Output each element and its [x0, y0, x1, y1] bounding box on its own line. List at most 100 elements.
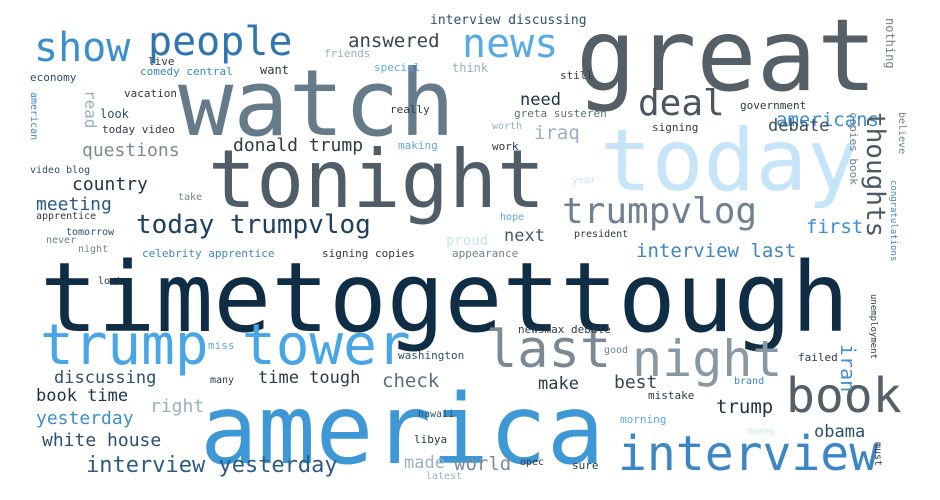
word-government: government [740, 99, 807, 112]
word-great: great [576, 0, 878, 114]
word-mistake: mistake [648, 389, 695, 402]
word-economy: economy [30, 71, 77, 84]
word-news: news [462, 21, 559, 67]
word-iraq: iraq [534, 122, 580, 144]
word-copies-book: copies book [847, 112, 860, 185]
word-interview-discussing: interview discussing [430, 13, 587, 28]
word-celebrity-apprentice: celebrity apprentice [142, 247, 275, 260]
word-nothing: nothing [883, 18, 897, 69]
word-watch: watch [178, 50, 455, 157]
word-time-tough: time tough [258, 368, 361, 388]
word-today-video: today video [102, 123, 175, 136]
word-work: work [492, 140, 519, 153]
word-proud: proud [446, 233, 489, 249]
word-night-small: night [78, 244, 109, 255]
word-last: last [486, 320, 612, 380]
word-many: many [210, 375, 235, 386]
word-miss: miss [208, 339, 235, 352]
word-debate: debate [768, 116, 830, 136]
word-night: night [632, 330, 783, 388]
word-today-trumpvlog: today trumpvlog [136, 210, 371, 240]
word-americans: americans [776, 109, 879, 131]
word-money: money [748, 427, 776, 437]
word-thoughts: thoughts [860, 112, 890, 238]
word-answered: answered [348, 30, 440, 52]
word-meeting: meeting [36, 194, 112, 215]
word-yesterday: yesterday [36, 408, 134, 429]
word-obama: obama [814, 422, 866, 442]
word-still: still [560, 69, 594, 82]
word-questions: questions [82, 140, 180, 161]
word-tomorrow: tomorrow [66, 227, 115, 238]
word-special: special [374, 61, 421, 74]
word-opec: opec [520, 457, 545, 468]
word-next: next [504, 226, 545, 246]
word-want: want [260, 63, 289, 77]
word-right: right [150, 396, 205, 417]
word-failed: failed [798, 351, 838, 364]
word-world: world [454, 453, 512, 475]
word-country: country [72, 174, 148, 195]
word-president: president [574, 229, 629, 240]
word-signing-copies: signing copies [322, 247, 415, 260]
word-today: today [600, 111, 859, 211]
word-apprentice: apprentice [36, 211, 97, 222]
word-read: read [81, 90, 100, 129]
word-really: really [390, 103, 430, 116]
word-american: american [28, 92, 39, 141]
word-hawaii: hawaii [418, 409, 455, 420]
word-look: look [100, 107, 129, 121]
word-congratulations: congratulations [888, 180, 898, 262]
word-never: never [46, 235, 77, 246]
word-interview: interview [618, 426, 879, 482]
word-best: best [614, 372, 658, 393]
word-good: good [604, 345, 629, 356]
word-friends: friends [324, 47, 371, 60]
word-video-blog: video blog [30, 165, 91, 176]
word-make: make [538, 374, 579, 394]
word-newsmax-debate: newsmax debate [518, 323, 611, 336]
word-worth: worth [492, 121, 523, 132]
word-think: think [452, 61, 489, 75]
word-latest: latest [426, 471, 463, 482]
word-libya: libya [414, 433, 448, 446]
word-trumpvlog: trumpvlog [562, 191, 758, 232]
word-interview-yesterday: interview yesterday [86, 453, 338, 478]
word-iran: iran [836, 344, 860, 393]
word-white-house: white house [42, 430, 162, 451]
word-brand: brand [734, 376, 765, 387]
word-donald-trump: donald trump [233, 135, 364, 156]
word-show: show [34, 25, 131, 71]
word-tower: tower [242, 313, 411, 378]
word-morning: morning [620, 413, 667, 426]
word-making: making [398, 139, 438, 152]
word-sure: sure [572, 459, 599, 472]
word-people: people [148, 19, 293, 65]
word-greta-susteren: greta susteren [514, 107, 607, 120]
word-america: america [200, 374, 605, 486]
word-must: must [872, 442, 883, 467]
word-book-time: book time [36, 386, 129, 406]
word-discussing: discussing [54, 368, 157, 388]
word-year: year [572, 175, 597, 186]
word-vacation: vacation [124, 87, 177, 100]
word-signing: signing [652, 121, 699, 134]
word-trump-large: trump [40, 313, 209, 378]
word-first: first [806, 216, 864, 238]
word-lost: lost [98, 276, 123, 287]
word-hope: hope [500, 212, 525, 223]
word-appearance: appearance [452, 247, 519, 260]
word-believe: believe [896, 112, 907, 155]
word-timetogettough: timetogettough [40, 242, 850, 354]
word-book: book [786, 368, 902, 424]
word-washington: washington [398, 349, 465, 362]
word-unemployment: unemployment [868, 294, 878, 360]
word-take: take [178, 192, 203, 203]
word-live: live [148, 55, 175, 68]
word-trump-small: trump [716, 396, 774, 418]
word-made: made [404, 453, 445, 473]
word-interview-last: interview last [636, 240, 797, 262]
word-comedy-central: comedy central [140, 65, 233, 78]
word-tonight: tonight [208, 133, 546, 226]
